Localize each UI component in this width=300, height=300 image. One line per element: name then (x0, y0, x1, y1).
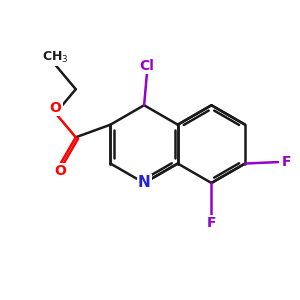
Text: F: F (207, 216, 216, 230)
Text: F: F (282, 155, 291, 169)
Text: O: O (50, 101, 61, 115)
Text: CH$_3$: CH$_3$ (42, 50, 69, 65)
Text: N: N (138, 176, 151, 190)
Text: O: O (54, 164, 66, 178)
Text: Cl: Cl (140, 59, 154, 73)
